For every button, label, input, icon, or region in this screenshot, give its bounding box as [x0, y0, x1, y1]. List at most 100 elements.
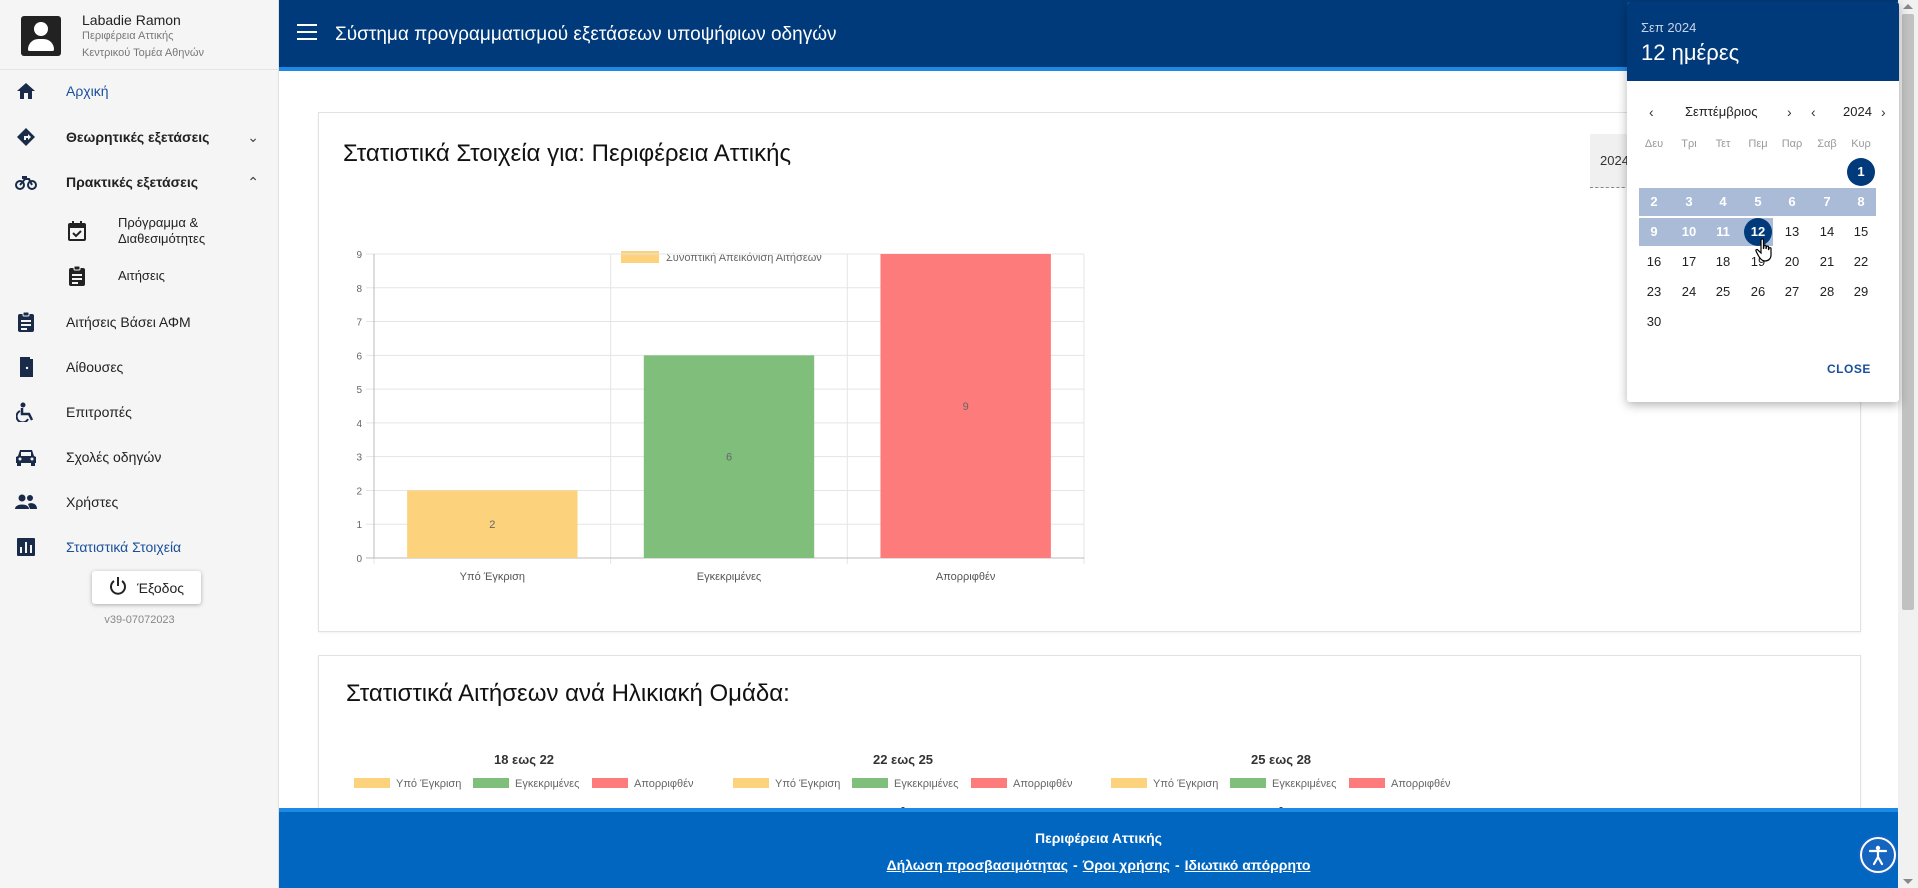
calendar-day[interactable]: 15: [1853, 224, 1869, 239]
prev-year-icon[interactable]: ‹: [1811, 104, 1816, 120]
accessible-icon: [15, 401, 37, 423]
sidebar-item-users[interactable]: Χρήστες: [0, 484, 279, 520]
sidebar-item-theory[interactable]: Θεωρητικές εξετάσεις ⌄: [0, 119, 279, 155]
legend-swatch: [592, 778, 628, 788]
legend-label: Απορριφθέν: [1013, 778, 1073, 790]
calendar-day[interactable]: 10: [1681, 224, 1697, 239]
y-tick-label: 2: [356, 486, 362, 497]
calendar-day[interactable]: 26: [1750, 284, 1766, 299]
calendar-day[interactable]: 11: [1716, 224, 1730, 239]
legend-label: Εγκεκριμένες: [515, 778, 579, 790]
sidebar-item-schools[interactable]: Σχολές οδηγών: [0, 439, 279, 475]
legend-label: Απορριφθέν: [1391, 778, 1451, 790]
calendar-day[interactable]: 14: [1819, 224, 1835, 239]
sidebar-item-label: Πρακτικές εξετάσεις: [66, 174, 198, 190]
scroll-down-icon[interactable]: [1903, 879, 1913, 884]
calendar-day[interactable]: 22: [1853, 254, 1869, 269]
road-sign-icon: [15, 126, 37, 148]
sidebar-item-practical[interactable]: Πρακτικές εξετάσεις ⌃: [0, 164, 279, 200]
calendar-day[interactable]: 8: [1857, 194, 1865, 209]
people-icon: [15, 491, 37, 513]
chevron-up-icon: ⌃: [247, 173, 259, 190]
terms-of-use-link[interactable]: Όροι χρήσης: [1082, 857, 1170, 873]
sidebar-item-rooms[interactable]: Αίθουσες: [0, 349, 279, 385]
logout-button[interactable]: Έξοδος: [92, 571, 201, 604]
user-box: Labadie Ramon Περιφέρεια Αττικής Κεντρικ…: [0, 0, 278, 70]
sidebar-item-label: Χρήστες: [66, 494, 119, 510]
x-tick-label: Απορριφθέν: [936, 571, 996, 583]
legend-swatch: [621, 251, 659, 263]
logout-label: Έξοδος: [137, 579, 184, 596]
calendar-day[interactable]: 27: [1784, 284, 1800, 299]
calendar-day[interactable]: 30: [1646, 314, 1662, 329]
page-scrollbar[interactable]: [1898, 0, 1918, 888]
weekday-label: Σαβ: [1817, 138, 1837, 150]
legend-label: Απορριφθέν: [634, 778, 694, 790]
legend-label: Εγκεκριμένες: [1272, 778, 1336, 790]
x-tick-label: Εγκεκριμένες: [697, 571, 761, 583]
app-title: Σύστημα προγραμματισμού εξετάσεων υποψήφ…: [335, 24, 837, 45]
sidebar-item-stats[interactable]: Στατιστικά Στοιχεία: [0, 529, 279, 565]
legend-label: Υπό Έγκριση: [1153, 778, 1218, 790]
age-group-title: 22 εως 25: [873, 752, 933, 767]
calendar-day[interactable]: 1: [1846, 158, 1876, 186]
sidebar-item-afm-applications[interactable]: Αιτήσεις Βάσει ΑΦΜ: [0, 304, 279, 340]
calendar-day[interactable]: 21: [1819, 254, 1835, 269]
menu-icon[interactable]: [297, 24, 317, 40]
calendar-day[interactable]: 25: [1715, 284, 1731, 299]
y-tick-label: 6: [356, 351, 362, 362]
calendar-day[interactable]: 9: [1650, 224, 1658, 239]
sidebar-item-home[interactable]: Αρχική: [0, 73, 279, 109]
picker-header: Σεπ 2024 12 ημέρες: [1627, 2, 1899, 81]
calendar-day[interactable]: 23: [1646, 284, 1662, 299]
y-tick-label: 9: [356, 250, 362, 261]
prev-month-icon[interactable]: ‹: [1649, 104, 1654, 120]
footer-region: Περιφέρεια Αττικής: [1035, 830, 1162, 846]
sidebar-item-label: Αίθουσες: [66, 359, 124, 375]
picker-close-button[interactable]: CLOSE: [1827, 362, 1871, 376]
motorbike-icon: [15, 171, 37, 193]
scroll-thumb[interactable]: [1902, 14, 1914, 610]
legend-label: Υπό Έγκριση: [775, 778, 840, 790]
calendar-day[interactable]: 4: [1719, 194, 1727, 209]
car-icon: [15, 446, 37, 468]
calendar-day[interactable]: 12: [1743, 218, 1773, 246]
calendar-day[interactable]: 28: [1819, 284, 1835, 299]
age-group-card: Στατιστικά Αιτήσεων ανά Ηλικιακή Ομάδα: …: [318, 655, 1861, 815]
y-tick-label: 0: [356, 554, 362, 565]
sidebar-item-label: Αρχική: [66, 83, 109, 99]
bar-value-label: 2: [489, 519, 495, 531]
hand-cursor-icon: [1755, 238, 1775, 268]
calendar-day[interactable]: 20: [1784, 254, 1800, 269]
calendar-day[interactable]: 7: [1823, 194, 1831, 209]
scroll-up-icon[interactable]: [1903, 4, 1913, 9]
next-month-icon[interactable]: ›: [1787, 104, 1792, 120]
calendar-day[interactable]: 24: [1681, 284, 1697, 299]
calendar-day[interactable]: 29: [1853, 284, 1869, 299]
chevron-down-icon: ⌄: [247, 128, 259, 145]
sidebar-item-committees[interactable]: Επιτροπές: [0, 394, 279, 430]
calendar-day[interactable]: 16: [1646, 254, 1662, 269]
calendar-day[interactable]: 5: [1754, 194, 1762, 209]
calendar-day[interactable]: 2: [1650, 194, 1658, 209]
clipboard-icon: [66, 265, 88, 287]
calendar-day[interactable]: 13: [1784, 224, 1800, 239]
calendar-day[interactable]: 17: [1681, 254, 1697, 269]
sidebar-item-label: Αιτήσεις Βάσει ΑΦΜ: [66, 314, 191, 330]
next-year-icon[interactable]: ›: [1881, 104, 1886, 120]
calendar-day[interactable]: 3: [1685, 194, 1693, 209]
picker-header-year[interactable]: Σεπ 2024: [1641, 20, 1697, 35]
accessibility-statement-link[interactable]: Δήλωση προσβασιμότητας: [886, 857, 1069, 873]
year-select[interactable]: 2024: [1590, 134, 1630, 188]
sidebar-subitem-applications[interactable]: Αιτήσεις: [0, 258, 279, 294]
sidebar-subitem-schedule[interactable]: Πρόγραμμα & Διαθεσιμότητες: [0, 211, 279, 251]
accessibility-icon[interactable]: [1860, 837, 1896, 873]
calendar-day[interactable]: 6: [1788, 194, 1796, 209]
y-tick-label: 7: [356, 318, 362, 329]
privacy-link[interactable]: Ιδιωτικό απόρρητο: [1184, 857, 1311, 873]
age-group-title: 18 εως 22: [494, 752, 554, 767]
weekday-label: Τρι: [1681, 138, 1697, 150]
bar: [407, 490, 578, 558]
calendar-day[interactable]: 18: [1715, 254, 1731, 269]
y-tick-label: 3: [356, 453, 362, 464]
